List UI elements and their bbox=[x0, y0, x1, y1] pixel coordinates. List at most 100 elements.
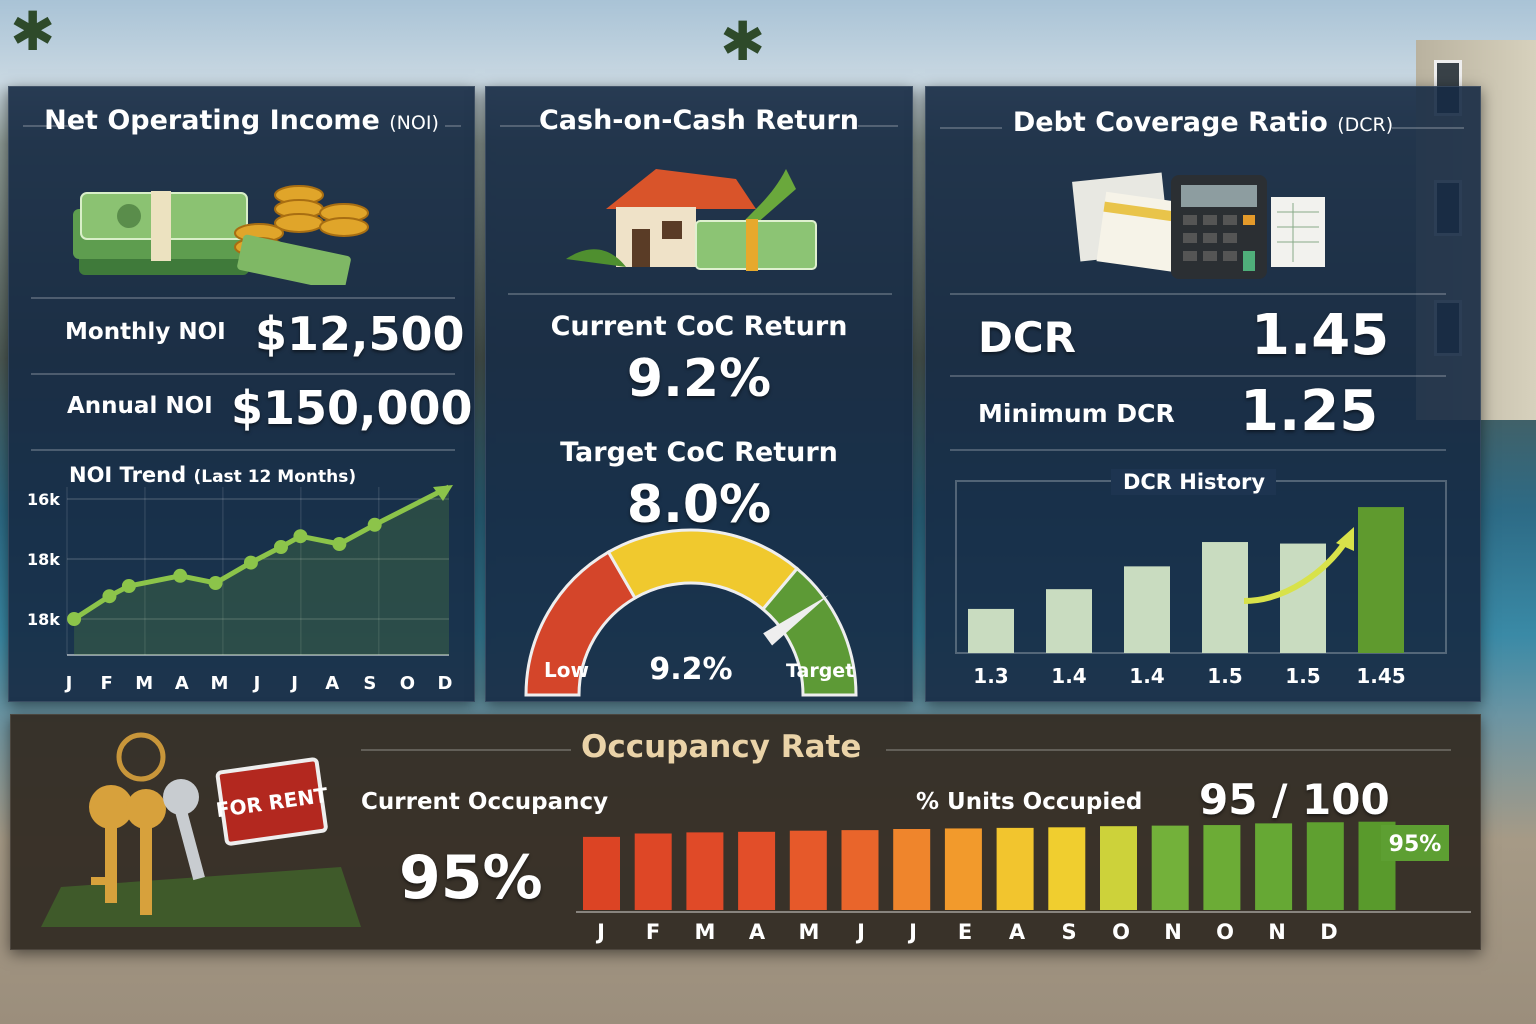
dcr-bar bbox=[1202, 542, 1248, 653]
data-point bbox=[243, 555, 258, 570]
dcr-label: DCR bbox=[978, 313, 1077, 362]
dcr-value: 1.45 bbox=[1251, 303, 1390, 368]
trend-arrow-head bbox=[433, 485, 453, 501]
current-occupancy-value: 95% bbox=[399, 843, 543, 913]
x-tick-label: D bbox=[1320, 920, 1337, 944]
target-coc-value: 8.0% bbox=[626, 475, 772, 535]
x-tick-label: F bbox=[646, 920, 660, 944]
monthly-noi-value: $12,500 bbox=[255, 307, 465, 361]
area-fill bbox=[74, 487, 450, 655]
coc-title: Cash-on-Cash Return bbox=[538, 105, 859, 136]
x-tick-label: 1.4 bbox=[1051, 664, 1086, 688]
gauge-low-label: Low bbox=[544, 658, 589, 682]
x-tick-label: O bbox=[1216, 920, 1234, 944]
data-point bbox=[332, 537, 347, 551]
current-occupancy-label: Current Occupancy bbox=[361, 789, 609, 815]
y-tick-label: 16k bbox=[27, 490, 60, 509]
current-coc-value: 9.2% bbox=[626, 349, 772, 409]
occupancy-bar bbox=[738, 831, 776, 910]
x-tick-label: A bbox=[1009, 920, 1026, 944]
x-tick-label: A bbox=[749, 920, 766, 944]
annual-noi-label: Annual NOI bbox=[67, 393, 213, 419]
coc-panel: Cash-on-Cash Return Current CoC Return 9… bbox=[485, 86, 913, 702]
occupancy-bar bbox=[893, 829, 931, 910]
gauge-yellow-segment bbox=[606, 528, 800, 612]
units-occupied-value: 95 / 100 bbox=[1199, 775, 1390, 824]
trend-arrow-head bbox=[1336, 527, 1354, 551]
title-bg bbox=[1111, 469, 1276, 495]
x-tick-label: J bbox=[289, 673, 298, 694]
occupancy-bar bbox=[1151, 825, 1189, 910]
x-tick-label: F bbox=[100, 673, 112, 694]
occupancy-bar bbox=[583, 836, 620, 910]
dcr-history-title: DCR History bbox=[1123, 470, 1265, 494]
occupancy-bar bbox=[841, 830, 879, 910]
x-tick-label: 1.5 bbox=[1207, 664, 1242, 688]
occupancy-bar bbox=[634, 833, 672, 910]
occupancy-bar bbox=[1255, 823, 1293, 910]
occupancy-bar bbox=[1306, 822, 1344, 910]
x-tick-label: J bbox=[855, 920, 865, 944]
x-tick-label: N bbox=[1164, 920, 1182, 944]
x-tick-label: S bbox=[363, 673, 376, 694]
data-point bbox=[273, 540, 288, 554]
x-tick-label: 1.4 bbox=[1129, 664, 1164, 688]
dcr-bar bbox=[1280, 543, 1326, 653]
x-tick-label: E bbox=[958, 920, 972, 944]
occupancy-bar bbox=[1203, 825, 1241, 910]
x-tick-label: M bbox=[135, 673, 153, 694]
dcr-bar bbox=[1046, 589, 1092, 653]
x-tick-label: J bbox=[907, 920, 917, 944]
x-tick-label: M bbox=[210, 673, 228, 694]
occupancy-title: Occupancy Rate bbox=[581, 729, 862, 765]
gauge-target-label: Target bbox=[786, 660, 854, 682]
x-tick-label: N bbox=[1268, 920, 1286, 944]
x-tick-label: S bbox=[1061, 920, 1076, 944]
occupancy-bar bbox=[996, 827, 1034, 910]
palm-tree: ✱ bbox=[10, 0, 56, 63]
x-tick-label: O bbox=[1112, 920, 1130, 944]
house-money-growth-icon bbox=[566, 169, 817, 271]
occupancy-bar bbox=[1048, 827, 1086, 910]
min-dcr-value: 1.25 bbox=[1240, 379, 1379, 444]
gauge-value-label: 9.2% bbox=[649, 652, 732, 687]
x-tick-label: M bbox=[695, 920, 716, 944]
dcr-bar bbox=[968, 608, 1014, 653]
data-point bbox=[173, 568, 188, 583]
occupancy-bar bbox=[1100, 826, 1137, 910]
dcr-title: Debt Coverage Ratio (DCR) bbox=[1012, 107, 1394, 138]
data-point bbox=[102, 589, 117, 604]
min-dcr-label: Minimum DCR bbox=[978, 399, 1175, 428]
occupancy-bar-chart: 95% J F M A M J J E A S O N O N D bbox=[576, 821, 1471, 944]
dcr-panel: Debt Coverage Ratio (DCR) DCR 1.45 Minim… bbox=[925, 86, 1481, 702]
x-tick-label: M bbox=[799, 920, 820, 944]
data-point bbox=[208, 576, 223, 590]
calculator-documents-icon bbox=[1072, 172, 1325, 279]
occupancy-panel: Occupancy Rate FOR RENT Current Occupanc… bbox=[10, 714, 1481, 950]
data-point bbox=[121, 579, 136, 593]
monthly-noi-label: Monthly NOI bbox=[65, 319, 226, 345]
highlight-badge-label: 95% bbox=[1389, 832, 1442, 857]
y-tick-label: 18k bbox=[27, 550, 60, 569]
x-tick-label: O bbox=[400, 673, 415, 694]
x-tick-label: D bbox=[438, 673, 453, 694]
target-coc-label: Target CoC Return bbox=[560, 437, 838, 468]
x-tick-label: 1.45 bbox=[1356, 664, 1405, 688]
occupancy-bar bbox=[944, 828, 982, 910]
highlight-badge bbox=[1381, 825, 1449, 861]
x-tick-label: A bbox=[325, 673, 339, 694]
occupancy-bar bbox=[686, 832, 724, 910]
x-tick-label: J bbox=[64, 673, 73, 694]
palm-tree: ✱ bbox=[720, 10, 766, 73]
units-occupied-label: % Units Occupied bbox=[916, 789, 1143, 815]
dcr-bar bbox=[1358, 507, 1404, 653]
trend-arrow bbox=[1243, 539, 1349, 604]
annual-noi-value: $150,000 bbox=[231, 381, 473, 435]
data-point bbox=[293, 529, 308, 544]
dcr-history-chart: DCR History 1.3 1.4 1.4 1.5 1.5 1.45 bbox=[955, 469, 1447, 688]
noi-panel: Net Operating Income (NOI) Monthly NOI $… bbox=[8, 86, 475, 702]
x-tick-label: A bbox=[175, 673, 189, 694]
gauge-needle bbox=[763, 595, 829, 646]
coc-gauge: Low 9.2% Target bbox=[524, 528, 858, 697]
